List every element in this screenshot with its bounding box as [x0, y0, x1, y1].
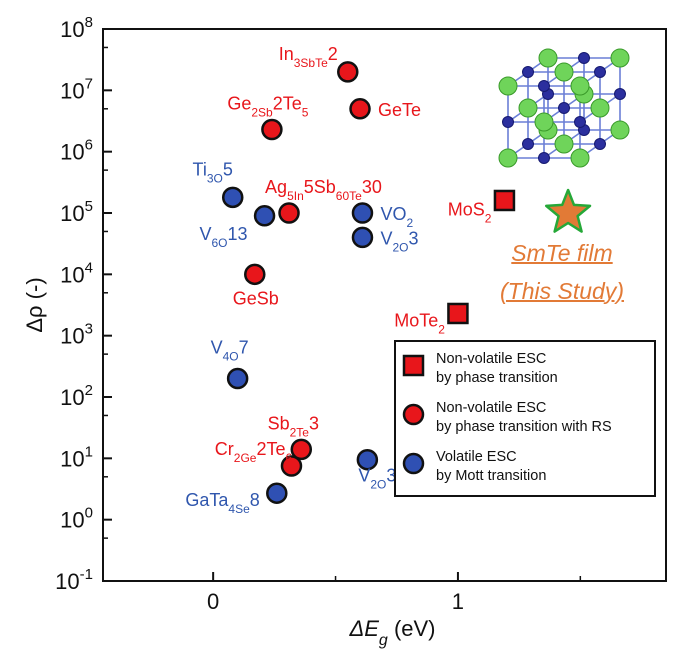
point-label: MoTe2	[394, 310, 445, 336]
data-point-circle	[337, 61, 359, 83]
legend-label-line1: Non-volatile ESC	[436, 351, 547, 367]
y-tick-label: 104	[60, 259, 93, 287]
y-tick-label: 10-1	[55, 566, 93, 594]
data-point-circle	[278, 202, 300, 224]
x-tick-label: 1	[452, 589, 464, 614]
lattice-atom-blue	[574, 116, 586, 128]
lattice-atom-green	[518, 98, 538, 118]
lattice-atom-green	[610, 120, 630, 140]
point-labels: In3SbTe2 GeTe Ge2Sb2Te5 Ag5In5Sb60Te30 GeSb S…	[185, 44, 491, 516]
lattice-atom-blue	[538, 80, 550, 92]
y-tick-label: 107	[60, 75, 93, 103]
point-label: V2O3	[358, 466, 396, 492]
legend-label-line1: Volatile ESC	[436, 449, 517, 465]
lattice-atom-blue	[614, 88, 626, 100]
lattice-atom-blue	[502, 116, 514, 128]
point-label: GeTe	[378, 100, 421, 120]
point-label: VO2	[380, 204, 413, 230]
legend: Non-volatile ESC by phase transition Non…	[394, 340, 656, 497]
this-study-title: SmTe film	[511, 240, 613, 266]
data-point-circle	[253, 205, 276, 227]
data-points	[221, 61, 592, 504]
point-label: Ag5In5Sb60Te30	[265, 177, 382, 203]
data-point-circle	[356, 448, 379, 471]
this-study-annotation: SmTe film (This Study)	[487, 234, 637, 310]
y-tick-label: 103	[60, 321, 93, 349]
y-axis-label: Δρ (-)	[22, 277, 47, 332]
plot-frame	[102, 28, 667, 582]
lattice-atom-green	[498, 148, 518, 168]
lattice-atom-blue	[538, 152, 550, 164]
lattice-atom-green	[554, 62, 574, 82]
blue-circle-marker-icon	[402, 452, 425, 475]
x-tick-label: 0	[207, 589, 219, 614]
y-tick-label: 106	[60, 137, 93, 165]
legend-label-line2: by phase transition with RS	[436, 419, 612, 435]
this-study-subtitle: (This Study)	[500, 278, 624, 304]
point-label: In3SbTe2	[279, 44, 338, 70]
lattice-atom-green	[590, 98, 610, 118]
legend-label-line1: Non-volatile ESC	[436, 400, 547, 416]
data-point-circle	[261, 118, 283, 141]
data-point-circle	[351, 202, 374, 224]
data-point-circle	[280, 455, 303, 477]
lattice-atom-blue	[578, 52, 590, 64]
lattice-atom-green	[554, 134, 574, 154]
red-circle-marker-icon	[402, 403, 425, 426]
data-point-square	[493, 189, 516, 212]
legend-label-line2: by Mott transition	[436, 468, 547, 484]
data-point-star	[544, 188, 592, 233]
data-point-circle	[351, 226, 374, 249]
point-label: GeSb	[233, 288, 279, 308]
point-label: V2O3	[380, 228, 418, 254]
data-point-circle	[244, 263, 266, 286]
data-point-circle	[221, 186, 244, 209]
lattice-atom-blue	[522, 138, 534, 150]
point-label: MoS2	[448, 199, 492, 225]
data-point-circle	[290, 438, 313, 461]
y-tick-label: 101	[60, 443, 93, 471]
lattice-atom-blue	[522, 66, 534, 78]
y-tick-label: 108	[60, 14, 93, 42]
data-point-circle	[226, 367, 249, 390]
data-point-circle	[266, 482, 288, 504]
point-label: V6O13	[199, 224, 247, 250]
data-point-square	[447, 302, 469, 325]
lattice-atom-blue	[558, 102, 570, 114]
data-point-circle	[349, 98, 371, 120]
lattice-atom-green	[538, 48, 558, 68]
point-label: Ge2Sb2Te5	[227, 93, 308, 119]
lattice-atom-green	[498, 76, 518, 96]
red-square-marker-icon	[402, 354, 425, 377]
lattice-atom-green	[570, 148, 590, 168]
point-label: Sb2Te3	[268, 413, 319, 439]
point-label: Cr2Ge2Te6	[215, 439, 293, 465]
x-axis-label: ΔEg (eV)	[348, 616, 435, 649]
y-axis-ticks: 10-1 100 101 102 103 104 105 106 107 108	[55, 14, 112, 594]
lattice-atom-blue	[594, 66, 606, 78]
y-tick-label: 100	[60, 505, 93, 533]
point-label: GaTa4Se8	[185, 490, 259, 516]
y-tick-label: 102	[60, 382, 93, 410]
point-label: V4O7	[211, 338, 249, 364]
crystal-lattice-image	[498, 48, 630, 168]
y-tick-label: 105	[60, 198, 93, 226]
lattice-atom-green	[570, 76, 590, 96]
point-label: Ti3O5	[193, 159, 233, 185]
lattice-atom-green	[610, 48, 630, 68]
lattice-atom-green	[534, 112, 554, 132]
lattice-atom-blue	[594, 138, 606, 150]
legend-label-line2: by phase transition	[436, 370, 558, 386]
